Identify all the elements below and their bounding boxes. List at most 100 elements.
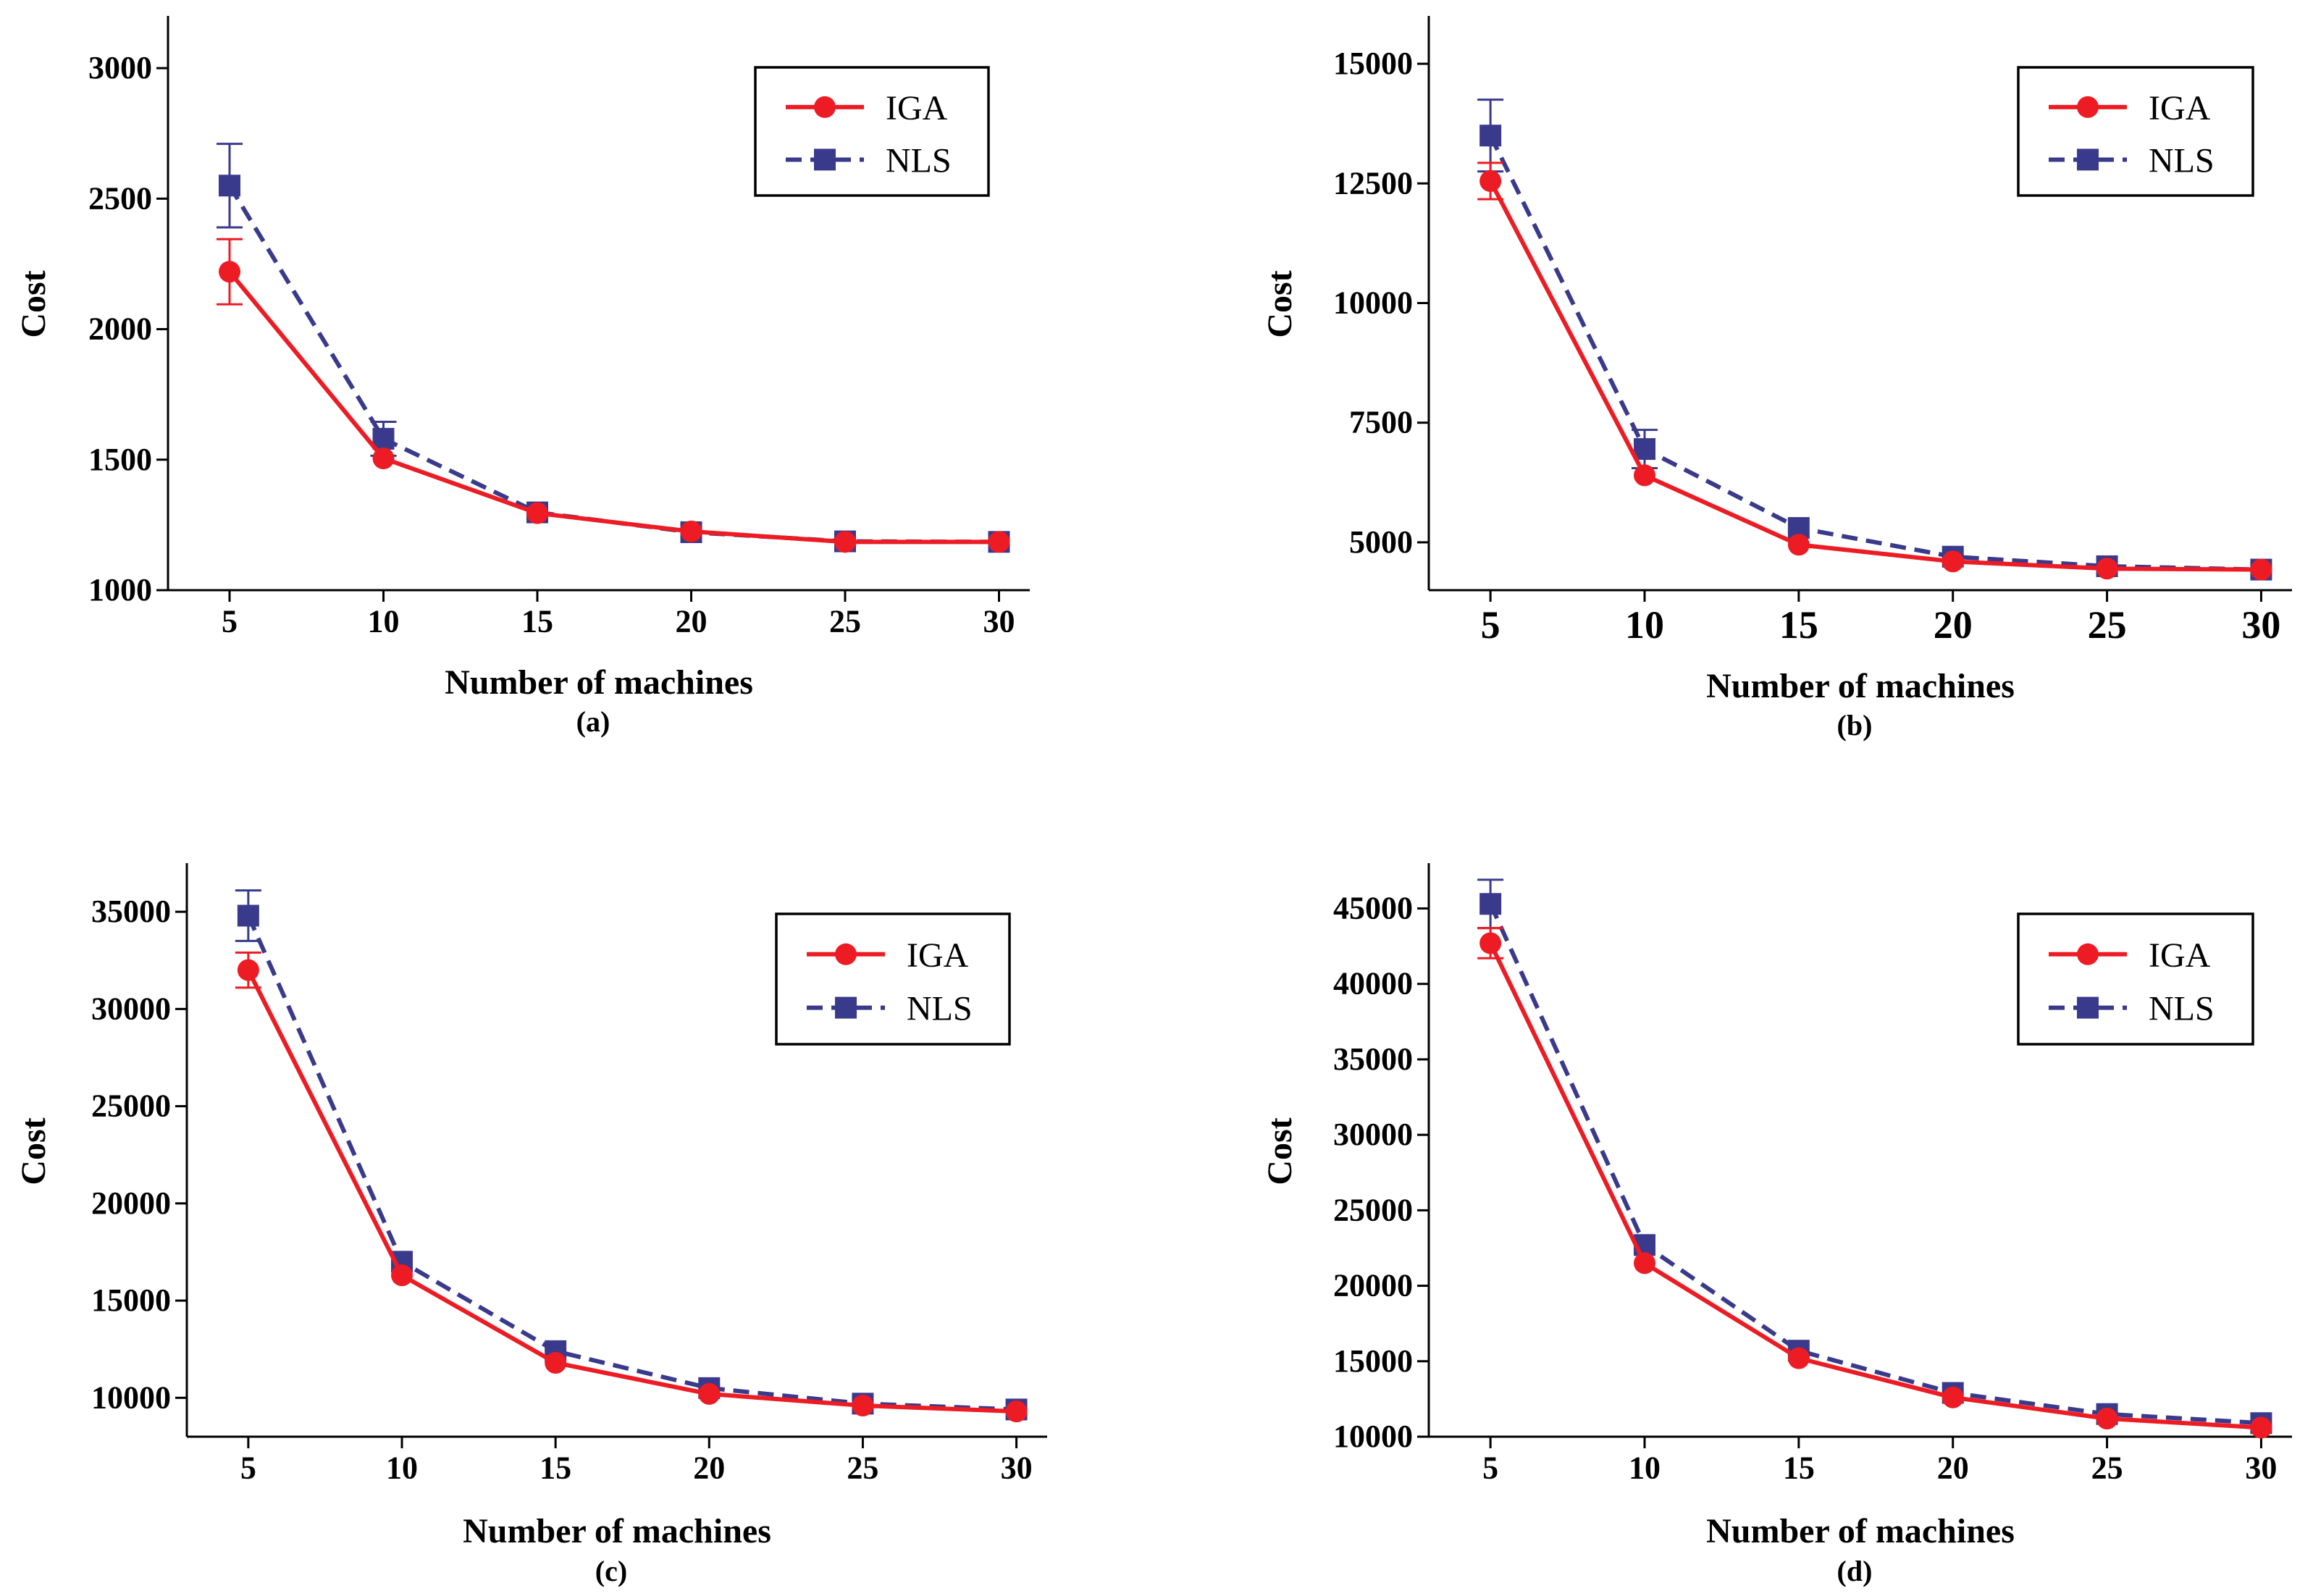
legend: IGA NLS bbox=[754, 66, 990, 197]
y-tick-label: 2500 bbox=[88, 180, 152, 216]
x-tick-label: 20 bbox=[693, 1450, 725, 1485]
legend-label-iga: IGA bbox=[2149, 936, 2211, 975]
legend-label-nls: NLS bbox=[2149, 141, 2215, 180]
legend-label-nls: NLS bbox=[2149, 990, 2215, 1028]
y-tick-label: 10000 bbox=[91, 1379, 171, 1415]
data-point-nls bbox=[372, 427, 395, 450]
series-iga bbox=[217, 238, 1010, 553]
y-tick-label: 30000 bbox=[1333, 1117, 1413, 1152]
legend-marker-nls bbox=[835, 996, 857, 1019]
data-point-iga bbox=[2096, 558, 2118, 580]
x-tick-label: 20 bbox=[1937, 1450, 1969, 1485]
data-point-iga bbox=[1942, 550, 1964, 573]
x-tick-label: 5 bbox=[240, 1450, 256, 1485]
legend-box bbox=[754, 66, 990, 197]
series-line-nls bbox=[1488, 134, 2262, 572]
data-point-iga bbox=[1787, 534, 1810, 556]
data-point-iga bbox=[988, 531, 1010, 553]
y-tick-label: 20000 bbox=[91, 1185, 171, 1221]
series-line-nls bbox=[1488, 903, 2262, 1426]
data-point-iga bbox=[1634, 464, 1655, 487]
legend-label-nls: NLS bbox=[907, 990, 973, 1028]
data-point-nls bbox=[1479, 893, 1502, 915]
x-tick-label: 5 bbox=[222, 603, 238, 639]
x-tick-label: 5 bbox=[1481, 603, 1500, 647]
data-point-iga bbox=[1942, 1386, 1964, 1408]
legend-label-iga: IGA bbox=[886, 89, 948, 127]
x-tick-label: 25 bbox=[2088, 603, 2127, 647]
legend: IGA NLS bbox=[2017, 912, 2254, 1046]
legend: IGA NLS bbox=[2017, 66, 2254, 197]
chart-panel-d: 10000 15000 20000 25000 30000 35000 40000 45000… bbox=[1261, 863, 2292, 1587]
data-point-iga bbox=[852, 1395, 874, 1417]
data-point-iga bbox=[372, 447, 395, 469]
x-axis-title: Number of machines bbox=[1706, 1512, 2015, 1550]
legend-marker-iga bbox=[814, 96, 836, 118]
panel-label: (a) bbox=[576, 705, 610, 738]
panel-label: (c) bbox=[595, 1555, 627, 1587]
x-tick-label: 30 bbox=[983, 603, 1015, 639]
y-tick-label: 1000 bbox=[88, 572, 152, 608]
data-point-nls bbox=[219, 175, 240, 197]
data-point-iga bbox=[2250, 558, 2272, 581]
y-tick-label: 35000 bbox=[1333, 1041, 1413, 1077]
legend-label-nls: NLS bbox=[886, 141, 952, 180]
data-point-iga bbox=[1479, 932, 1502, 954]
y-axis-title: Cost bbox=[14, 270, 53, 337]
legend-box bbox=[2017, 66, 2254, 197]
y-tick-label: 15000 bbox=[1333, 1343, 1413, 1379]
x-axis-title: Number of machines bbox=[1706, 667, 2015, 705]
x-axis-title: Number of machines bbox=[445, 663, 753, 702]
y-tick-label: 25000 bbox=[1333, 1192, 1413, 1227]
series-line-iga bbox=[1488, 180, 2262, 572]
x-tick-label: 10 bbox=[1625, 603, 1664, 647]
data-point-iga bbox=[1005, 1400, 1028, 1423]
legend-box bbox=[775, 912, 1011, 1046]
legend-box bbox=[2017, 912, 2254, 1046]
y-tick-label: 1500 bbox=[88, 442, 152, 477]
x-tick-label: 10 bbox=[386, 1450, 418, 1485]
x-tick-label: 15 bbox=[521, 603, 553, 639]
x-tick-label: 25 bbox=[847, 1450, 878, 1485]
x-tick-label: 25 bbox=[2091, 1450, 2123, 1485]
x-axis-title: Number of machines bbox=[463, 1512, 771, 1550]
y-tick-label: 3000 bbox=[88, 50, 152, 85]
legend-label-iga: IGA bbox=[2149, 89, 2211, 127]
y-tick-label: 10000 bbox=[1333, 285, 1413, 321]
y-tick-label: 15000 bbox=[91, 1282, 171, 1318]
data-point-iga bbox=[391, 1264, 413, 1287]
series-nls bbox=[217, 143, 1010, 553]
legend-label-iga: IGA bbox=[907, 936, 969, 975]
x-tick-label: 20 bbox=[676, 603, 708, 639]
y-tick-label: 12500 bbox=[1333, 165, 1413, 201]
data-point-iga bbox=[526, 502, 548, 524]
x-tick-label: 30 bbox=[1001, 1450, 1033, 1485]
y-tick-label: 20000 bbox=[1333, 1268, 1413, 1303]
chart-panel-b: 5000 7500 10000 12500 15000 5 10 15 20 25 30 Number… bbox=[1261, 16, 2292, 742]
y-tick-label: 40000 bbox=[1333, 966, 1413, 1001]
data-point-iga bbox=[680, 520, 702, 542]
y-tick-label: 15000 bbox=[1333, 46, 1413, 81]
data-point-iga bbox=[2096, 1407, 2118, 1429]
data-point-iga bbox=[237, 959, 259, 981]
chart-panel-c: 10000 15000 20000 25000 30000 35000 5 10 15 20 25 3… bbox=[14, 863, 1047, 1587]
series-line-iga bbox=[1488, 942, 2262, 1430]
data-point-iga bbox=[834, 531, 856, 553]
series-iga bbox=[235, 951, 1028, 1423]
data-point-iga bbox=[219, 261, 240, 283]
series-iga bbox=[1477, 161, 2272, 581]
data-point-iga bbox=[698, 1382, 721, 1405]
y-axis-title: Cost bbox=[1261, 270, 1299, 337]
y-tick-label: 35000 bbox=[91, 894, 171, 929]
data-point-iga bbox=[2250, 1416, 2272, 1439]
data-point-iga bbox=[545, 1351, 567, 1374]
y-tick-label: 25000 bbox=[91, 1088, 171, 1124]
legend-marker-iga bbox=[835, 943, 857, 965]
data-point-nls bbox=[1479, 125, 1502, 147]
panel-label: (b) bbox=[1837, 709, 1873, 742]
data-point-iga bbox=[1634, 1252, 1655, 1274]
x-tick-label: 5 bbox=[1482, 1450, 1498, 1485]
legend-marker-iga bbox=[2077, 96, 2099, 118]
x-tick-label: 10 bbox=[368, 603, 400, 639]
